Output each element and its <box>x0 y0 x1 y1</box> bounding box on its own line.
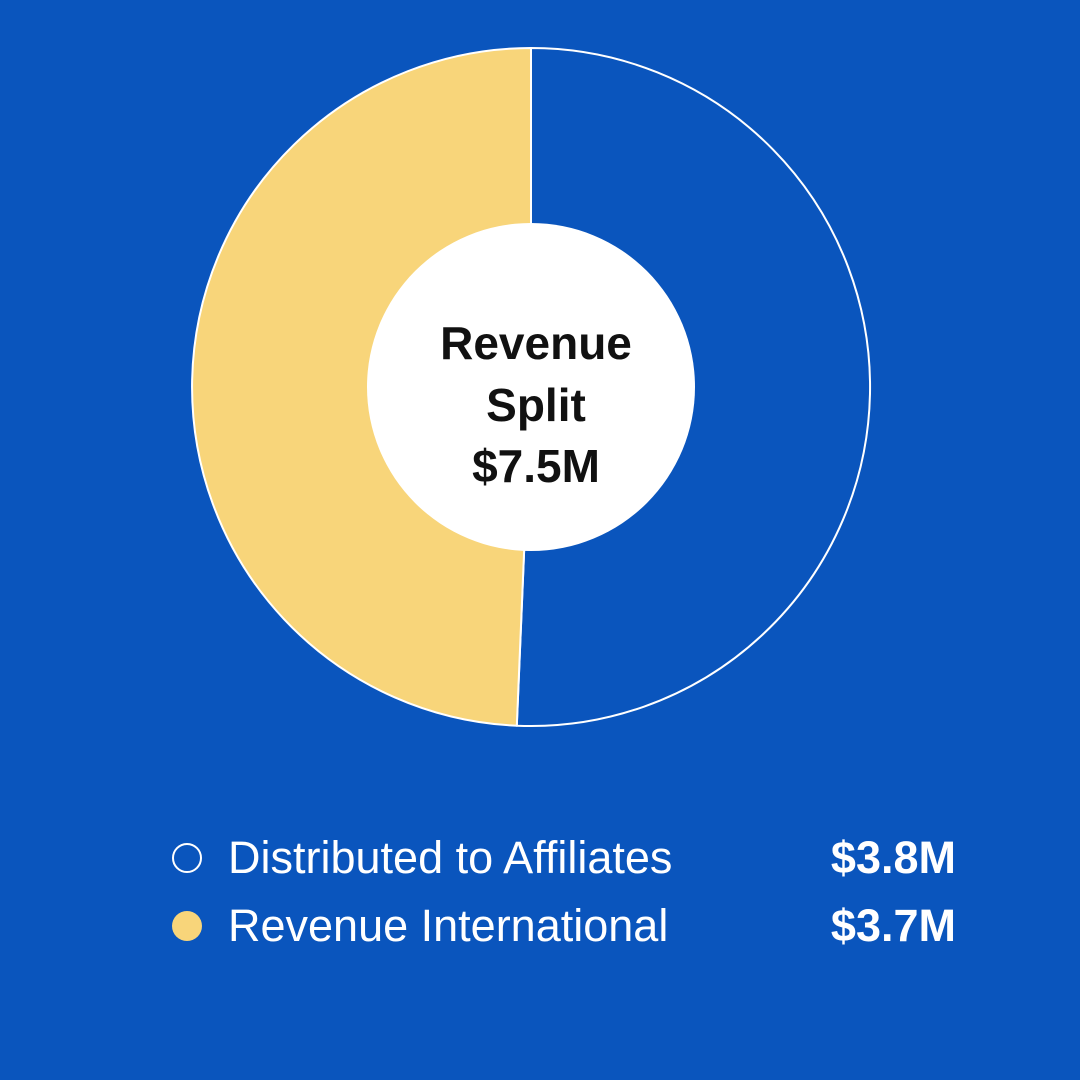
legend-label-international: Revenue International <box>228 900 669 951</box>
legend-marker-international <box>172 911 202 941</box>
center-circle <box>367 223 695 551</box>
legend-marker-affiliates <box>172 843 202 873</box>
legend-item-international: Revenue International $3.7M <box>168 893 958 963</box>
center-label-total: $7.5M <box>472 440 600 492</box>
legend-label-affiliates: Distributed to Affiliates <box>228 832 673 883</box>
donut-chart: Revenue Split $7.5M <box>191 47 872 727</box>
center-label-title: Revenue <box>440 317 632 369</box>
legend-value-affiliates: $3.8M <box>830 832 956 883</box>
center-label-subtitle: Split <box>486 379 586 431</box>
slice-international <box>191 47 532 727</box>
legend-value-international: $3.7M <box>830 900 956 951</box>
legend-item-affiliates: Distributed to Affiliates $3.8M <box>168 825 958 895</box>
